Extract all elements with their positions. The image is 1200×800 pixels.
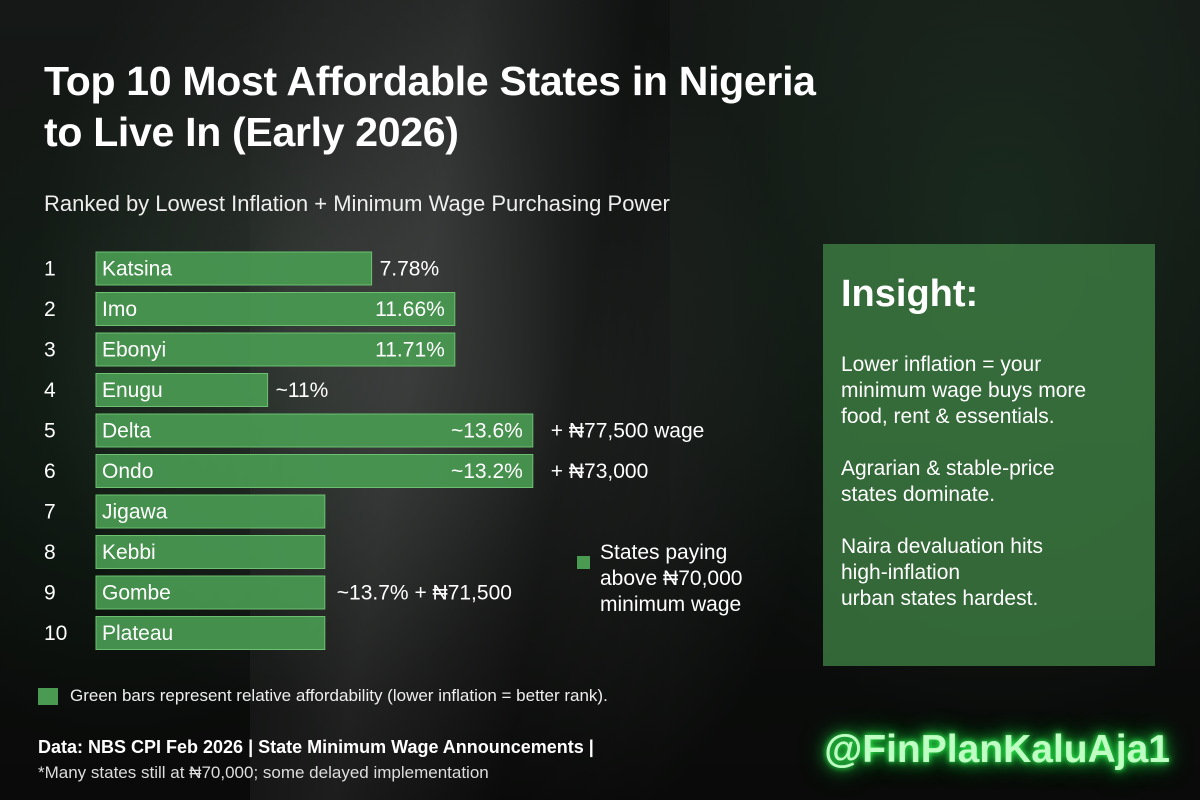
insight-item: Lower inflation = your minimum wage buys… [841,353,1087,428]
flag-fold-shading [250,0,670,800]
bar [95,332,456,367]
value-label: ~13.6% [451,420,523,443]
source-note: *Many states still at ₦70,000; some dela… [38,763,489,782]
bar [95,535,326,569]
bar-category-label: Kebbi [102,541,156,564]
bar-category-label: Ondo [102,460,153,483]
value-label: ~11% [276,379,329,402]
chart-subtitle: Ranked by Lowest Inflation + Minimum Wag… [44,191,670,216]
rank-label: 8 [44,541,56,564]
rank-label: 2 [44,298,56,321]
rank-label: 9 [44,582,56,605]
footnote-swatch [38,687,58,705]
bar [95,616,326,650]
bar-chart: 1 Katsina 7.78% 2 Imo 11.66% 3 Ebonyi 11.71% 4 Enu… [44,251,705,650]
bar-note: + ₦73,000 [551,460,649,483]
bar [95,454,534,488]
value-label: 11.66% [375,298,445,321]
data-source: Data: NBS CPI Feb 2026 | State Minimum W… [38,737,594,757]
bar-category-label: Enugu [102,379,163,402]
bar-category-label: Katsina [102,258,172,281]
chart-title: Top 10 Most Affordable States in Nigeria… [44,58,816,155]
bar-category-label: Jigawa [102,501,168,524]
value-label: 7.78% [380,258,440,281]
author-handle[interactable]: @FinPlanKaluAja1 [824,728,1170,771]
insight-item: Naira devaluation hits high-inflation ur… [841,535,1043,610]
legend-swatch [577,556,590,569]
footnote-text: Green bars represent relative affordabil… [70,686,608,705]
insight-item: Agrarian & stable-price states dominate. [841,457,1055,506]
footnote: Green bars represent relative affordabil… [38,686,608,706]
value-label: ~13.2% [451,460,523,483]
bar-note: ~13.7% + ₦71,500 [337,582,512,605]
legend-text: States paying above ₦70,000 minimum wage [600,541,743,616]
rank-label: 1 [44,258,56,281]
bar [95,413,534,448]
rank-label: 3 [44,339,56,362]
bar-category-label: Ebonyi [102,339,166,362]
rank-label: 4 [44,379,56,402]
insight-panel: Insight: Lower inflation = your minimum … [823,244,1155,666]
bar [95,575,326,610]
legend: States paying above ₦70,000 minimum wage [577,540,787,618]
bar-category-label: Delta [102,420,151,443]
bar-category-label: Gombe [102,582,171,605]
bar [95,292,456,326]
bar [95,251,373,286]
insight-title: Insight: [841,273,979,315]
bar-category-label: Plateau [102,622,173,645]
rank-label: 5 [44,420,56,443]
rank-label: 7 [44,501,56,524]
rank-label: 10 [44,622,67,645]
bar-category-label: Imo [102,298,137,321]
bar-note: + ₦77,500 wage [551,420,705,443]
bar [95,494,326,529]
bar [95,373,269,407]
rank-label: 6 [44,460,56,483]
value-label: 11.71% [375,339,445,362]
